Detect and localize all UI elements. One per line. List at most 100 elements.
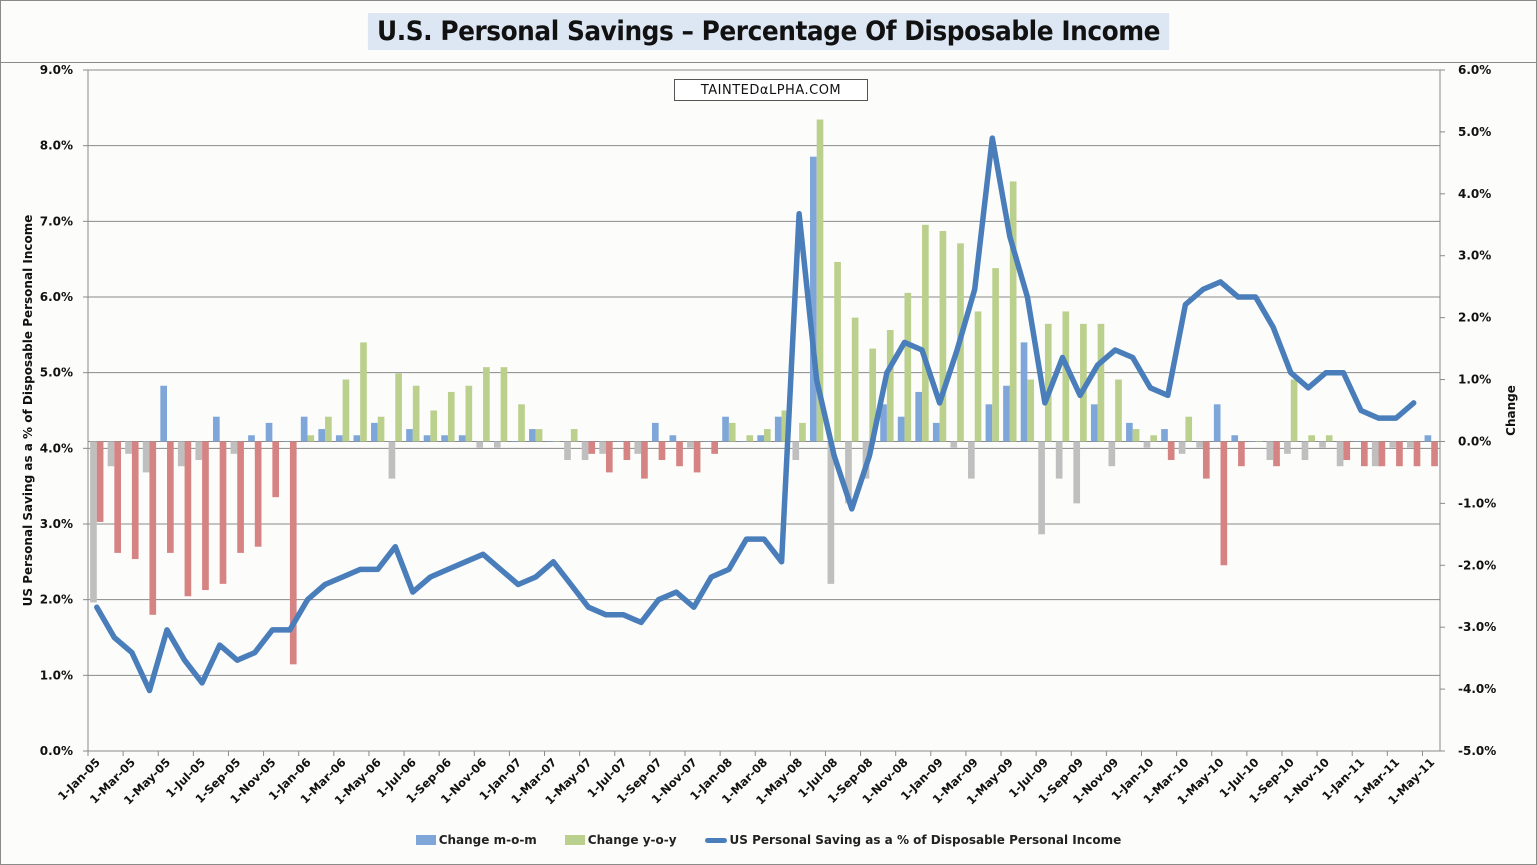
bar-mom <box>722 416 729 442</box>
bar-yoy <box>1220 441 1228 566</box>
bar-mom <box>1090 404 1098 442</box>
bar-mom <box>476 441 484 448</box>
bar-mom <box>1336 441 1344 467</box>
right-tick-label: -1.0% <box>1458 496 1496 510</box>
bar-yoy <box>202 441 209 591</box>
bar-yoy <box>623 441 631 461</box>
left-tick-label: 3.0% <box>40 517 73 531</box>
bar-yoy <box>1360 441 1368 467</box>
bar-yoy <box>1290 379 1298 442</box>
bar-mom <box>1038 441 1045 535</box>
bar-mom <box>581 441 589 461</box>
bar-mom <box>845 441 852 504</box>
bar-mom <box>230 441 238 454</box>
bar-yoy <box>1431 441 1438 467</box>
bar-yoy <box>1308 435 1315 442</box>
bar-yoy <box>377 416 385 442</box>
left-tick-label: 5.0% <box>40 366 73 380</box>
bar-mom <box>651 422 659 442</box>
watermark-text: TAINTEDαLPHA.COM <box>700 82 842 98</box>
legend-swatch-mom <box>415 835 436 845</box>
bar-yoy <box>728 422 736 442</box>
bar-yoy <box>219 441 227 584</box>
bar-mom <box>739 441 747 442</box>
legend-item-mom: Change m-o-m <box>415 833 537 847</box>
bar-yoy <box>114 441 122 553</box>
bar-yoy <box>1080 323 1087 442</box>
bar-mom <box>915 391 923 442</box>
bar-mom <box>704 441 712 442</box>
bar-yoy <box>676 441 683 467</box>
bar-yoy <box>307 435 315 442</box>
bar-yoy <box>746 435 754 442</box>
bar-mom <box>353 435 361 442</box>
right-tick-label: 4.0% <box>1458 187 1491 201</box>
bar-mom <box>1178 441 1186 454</box>
bar-mom <box>827 441 835 584</box>
legend-swatch-yoy <box>564 835 585 845</box>
bar-yoy <box>167 441 174 553</box>
bar-yoy <box>886 330 894 442</box>
bar-yoy <box>518 404 525 442</box>
bar-yoy <box>904 292 912 442</box>
bar-yoy <box>395 373 402 442</box>
bar-yoy <box>272 441 280 498</box>
right-tick-label: 0.0% <box>1458 434 1491 448</box>
bar-mom <box>932 422 940 442</box>
right-tick-label: -2.0% <box>1458 558 1496 572</box>
left-tick-label: 4.0% <box>40 441 73 455</box>
bar-yoy <box>1097 323 1105 442</box>
bar-mom <box>125 441 132 454</box>
right-tick-label: 3.0% <box>1458 249 1491 263</box>
title-divider <box>0 62 1537 63</box>
bar-mom <box>318 429 326 442</box>
bar-yoy <box>1396 441 1403 467</box>
bar-yoy <box>992 268 999 442</box>
watermark-logo: TAINTEDαLPHA.COM <box>674 79 868 101</box>
bar-yoy <box>693 441 701 473</box>
bar-yoy <box>1027 379 1035 442</box>
bar-mom <box>423 435 431 442</box>
bar-mom <box>1301 441 1309 461</box>
bar-yoy <box>96 441 104 522</box>
bar-yoy <box>1325 435 1333 442</box>
bar-mom <box>107 441 115 467</box>
bar-mom <box>616 441 624 442</box>
bar-yoy <box>412 385 420 442</box>
bar-mom <box>1231 435 1239 442</box>
bar-mom <box>441 435 448 442</box>
bar-mom <box>564 441 571 461</box>
bar-yoy <box>237 441 244 553</box>
bar-yoy <box>1185 416 1193 442</box>
bar-mom <box>968 441 975 479</box>
bar-mom <box>1248 441 1256 442</box>
bar-mom <box>810 156 817 442</box>
right-tick-label: 2.0% <box>1458 311 1491 325</box>
bar-yoy <box>131 441 139 560</box>
bar-mom <box>792 441 800 461</box>
bar-mom <box>142 441 150 473</box>
bar-yoy <box>605 441 613 473</box>
bar-mom <box>1319 441 1326 448</box>
bar-mom <box>1108 441 1116 467</box>
left-tick-label: 0.0% <box>40 744 73 758</box>
bar-yoy <box>974 311 982 442</box>
bar-yoy <box>360 342 367 442</box>
bar-mom <box>1371 441 1379 467</box>
bar-yoy <box>1413 441 1421 467</box>
bar-mom <box>1389 441 1397 448</box>
left-tick-label: 6.0% <box>40 290 73 304</box>
title-area: U.S. Personal Savings – Percentage Of Di… <box>0 0 1537 62</box>
bar-yoy <box>1150 435 1157 442</box>
bar-yoy <box>851 317 859 442</box>
bar-yoy <box>922 224 929 442</box>
left-tick-label: 2.0% <box>40 593 73 607</box>
bar-mom <box>265 422 273 442</box>
bar-mom <box>160 385 168 442</box>
bar-yoy <box>1009 181 1017 442</box>
bar-yoy <box>658 441 666 461</box>
left-tick-label: 7.0% <box>40 214 73 228</box>
bar-yoy <box>1273 441 1280 467</box>
bar-yoy <box>430 410 438 442</box>
bar-yoy <box>641 441 648 479</box>
